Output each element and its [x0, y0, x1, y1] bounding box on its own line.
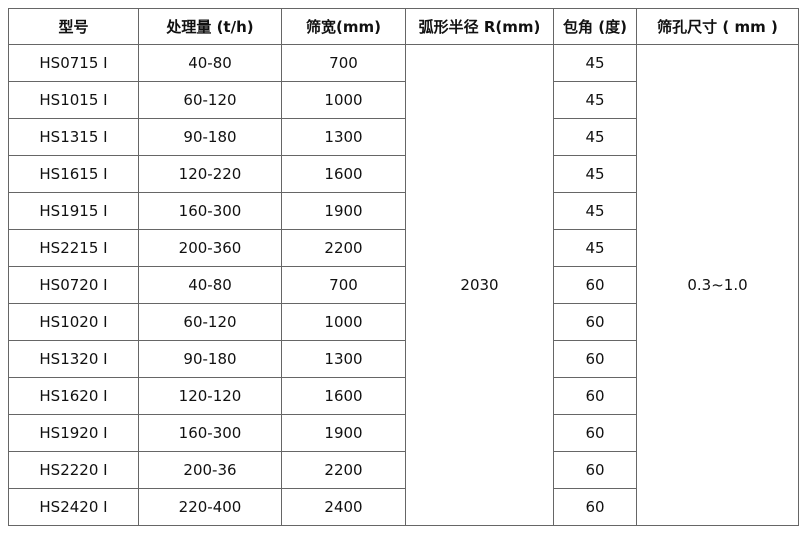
angle-cell: 45 [553, 44, 637, 82]
table-row: HS1315 I 90-180 1300 45 [8, 118, 799, 156]
angle-cell: 45 [553, 192, 637, 230]
width-cell: 700 [281, 44, 406, 82]
width-cell: 1300 [281, 340, 406, 378]
model-cell: HS2215 I [8, 229, 139, 267]
angle-cell: 60 [553, 488, 637, 526]
header-cell: 处理量 (t/h) [138, 8, 282, 45]
model-cell: HS1620 I [8, 377, 139, 415]
spec-table: 型号 处理量 (t/h) 筛宽(mm) 弧形半径 R(mm) 包角 (度) 筛孔尺寸 ( … [8, 8, 799, 526]
header-cell: 包角 (度) [553, 8, 637, 45]
header-cell: 型号 [8, 8, 139, 45]
angle-cell: 60 [553, 451, 637, 489]
header-cell: 弧形半径 R(mm) [405, 8, 554, 45]
table-row: HS0715 I 40-80 700 2030 45 0.3~1.0 [8, 44, 799, 526]
model-cell: HS2220 I [8, 451, 139, 489]
capacity-cell: 160-300 [138, 414, 282, 452]
width-cell: 1900 [281, 414, 406, 452]
angle-cell: 60 [553, 377, 637, 415]
capacity-cell: 120-120 [138, 377, 282, 415]
table-row: HS1320 I 90-180 1300 60 [8, 340, 799, 378]
table-body: HS0715 I 40-80 700 2030 45 0.3~1.0 HS1015 I 60-… [8, 44, 799, 526]
table-row: HS2220 I 200-36 2200 60 [8, 451, 799, 489]
radius-cell: 2030 [405, 44, 554, 526]
table-row: HS0720 I 40-80 700 60 [8, 266, 799, 304]
model-cell: HS0720 I [8, 266, 139, 304]
table-row: HS1020 I 60-120 1000 60 [8, 303, 799, 341]
capacity-cell: 40-80 [138, 266, 282, 304]
model-cell: HS1920 I [8, 414, 139, 452]
width-cell: 1000 [281, 303, 406, 341]
capacity-cell: 90-180 [138, 118, 282, 156]
model-cell: HS0715 I [8, 44, 139, 82]
capacity-cell: 120-220 [138, 155, 282, 193]
model-cell: HS1615 I [8, 155, 139, 193]
model-cell: HS1015 I [8, 81, 139, 119]
capacity-cell: 60-120 [138, 303, 282, 341]
table-row: HS2420 I 220-400 2400 60 [8, 488, 799, 526]
width-cell: 2200 [281, 229, 406, 267]
model-cell: HS1020 I [8, 303, 139, 341]
width-cell: 2400 [281, 488, 406, 526]
angle-cell: 60 [553, 414, 637, 452]
angle-cell: 60 [553, 266, 637, 304]
table-row: HS1915 I 160-300 1900 45 [8, 192, 799, 230]
header-cell: 筛宽(mm) [281, 8, 406, 45]
capacity-cell: 200-36 [138, 451, 282, 489]
aperture-cell: 0.3~1.0 [636, 44, 799, 526]
model-cell: HS1315 I [8, 118, 139, 156]
capacity-cell: 220-400 [138, 488, 282, 526]
angle-cell: 45 [553, 118, 637, 156]
width-cell: 1300 [281, 118, 406, 156]
width-cell: 1900 [281, 192, 406, 230]
header-row: 型号 处理量 (t/h) 筛宽(mm) 弧形半径 R(mm) 包角 (度) 筛孔尺寸 ( … [8, 8, 799, 45]
model-cell: HS1320 I [8, 340, 139, 378]
model-cell: HS1915 I [8, 192, 139, 230]
angle-cell: 45 [553, 229, 637, 267]
width-cell: 1600 [281, 155, 406, 193]
width-cell: 2200 [281, 451, 406, 489]
table-row: HS2215 I 200-360 2200 45 [8, 229, 799, 267]
model-cell: HS2420 I [8, 488, 139, 526]
capacity-cell: 160-300 [138, 192, 282, 230]
table-row: HS1015 I 60-120 1000 45 [8, 81, 799, 119]
table-row: HS1615 I 120-220 1600 45 [8, 155, 799, 193]
angle-cell: 45 [553, 81, 637, 119]
angle-cell: 60 [553, 303, 637, 341]
header-cell: 筛孔尺寸 ( mm ) [636, 8, 799, 45]
width-cell: 1000 [281, 81, 406, 119]
capacity-cell: 40-80 [138, 44, 282, 82]
capacity-cell: 200-360 [138, 229, 282, 267]
width-cell: 1600 [281, 377, 406, 415]
width-cell: 700 [281, 266, 406, 304]
capacity-cell: 60-120 [138, 81, 282, 119]
capacity-cell: 90-180 [138, 340, 282, 378]
angle-cell: 60 [553, 340, 637, 378]
angle-cell: 45 [553, 155, 637, 193]
